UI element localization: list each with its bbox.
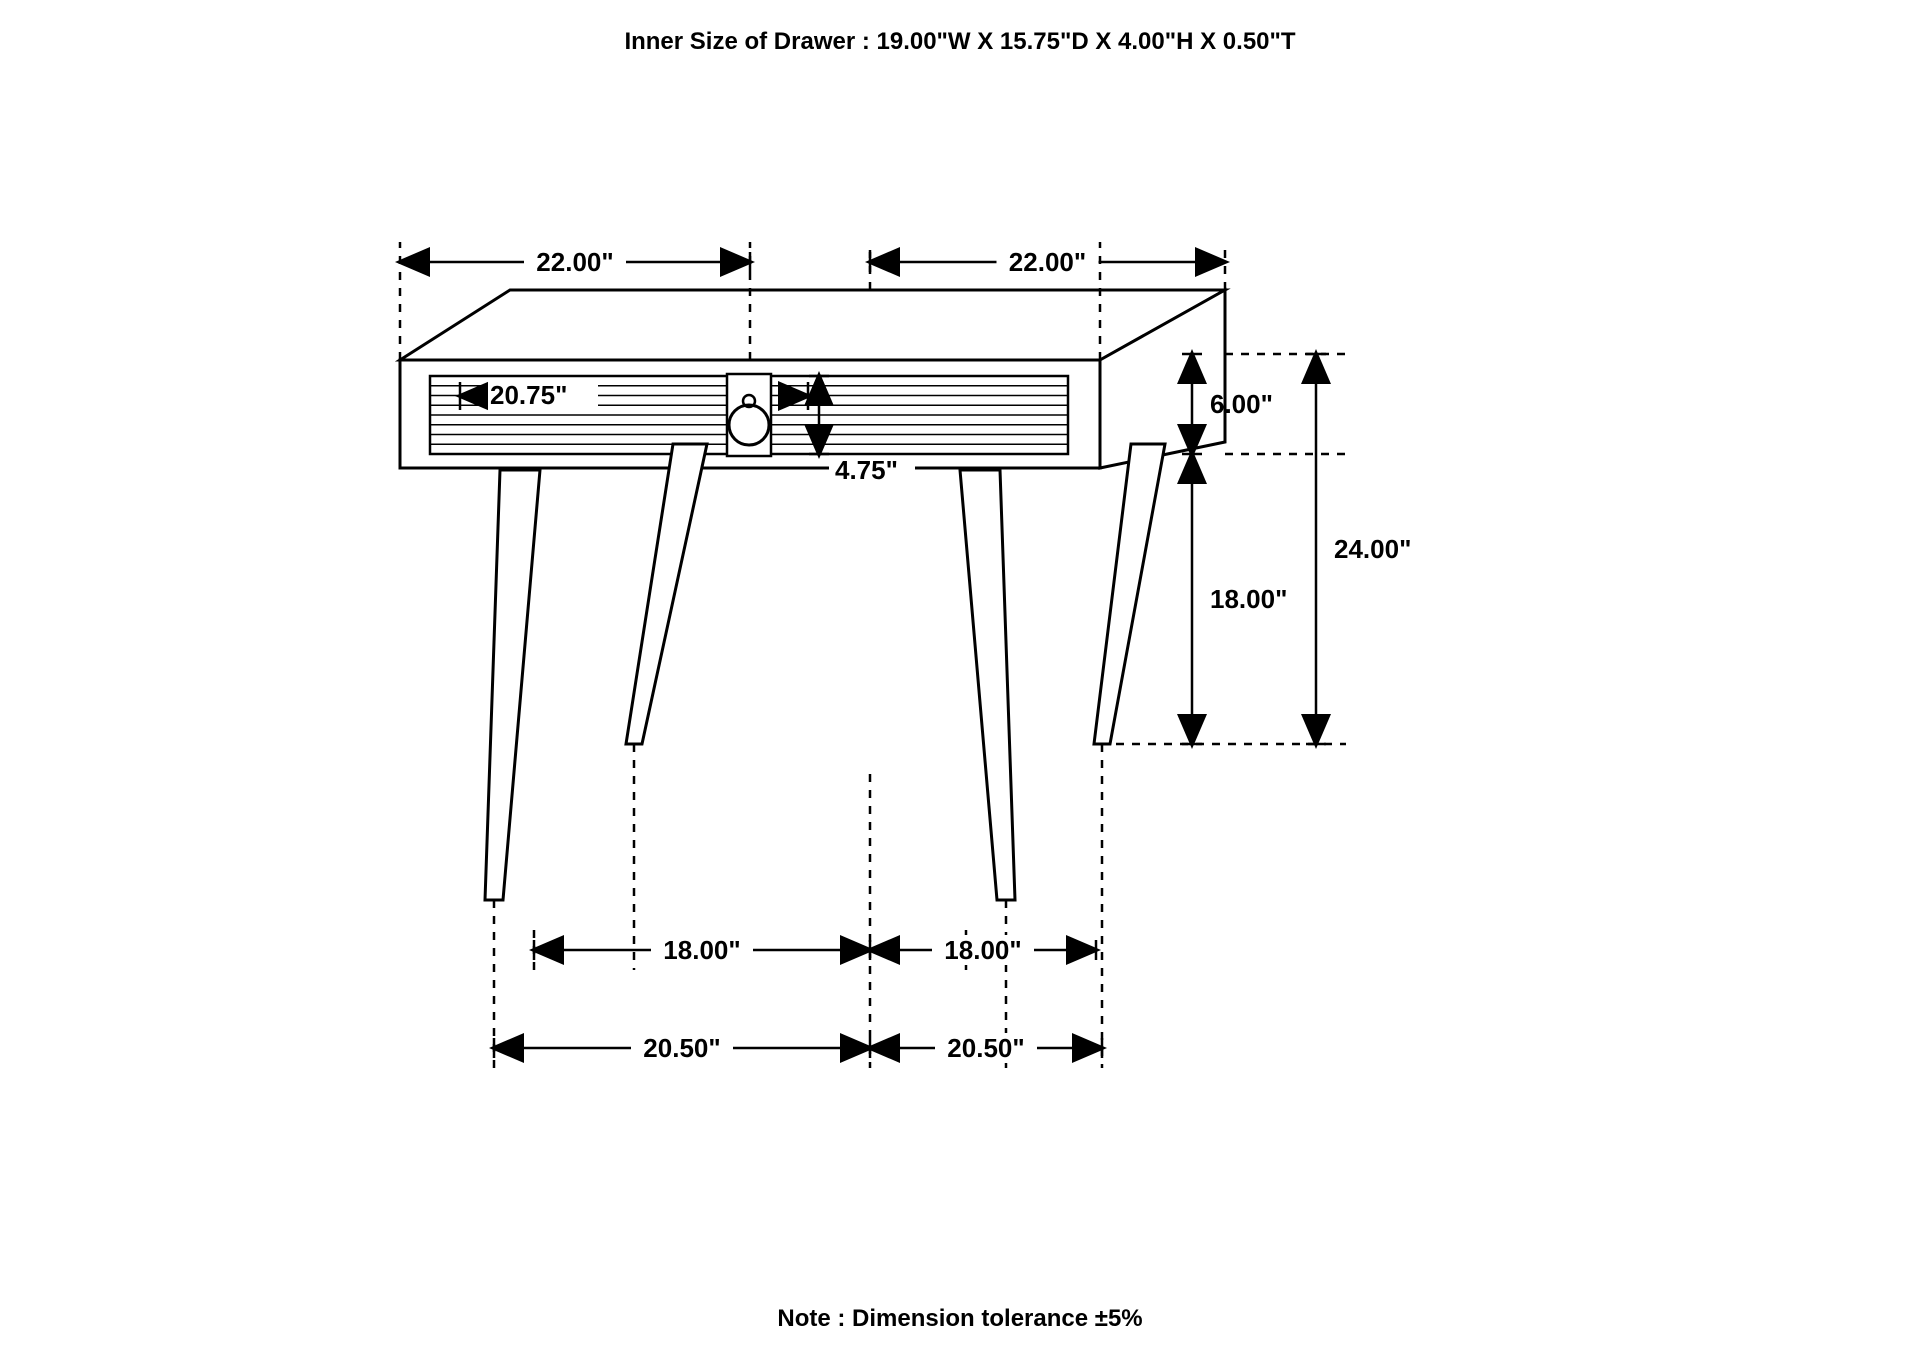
- svg-text:20.75": 20.75": [490, 380, 567, 410]
- svg-text:6.00": 6.00": [1210, 389, 1273, 419]
- technical-drawing: 22.00" 22.00" 20.75" 4.75" 6.00" 18.00" 24.00"…: [0, 0, 1920, 1361]
- svg-text:22.00": 22.00": [536, 247, 613, 277]
- svg-text:4.75": 4.75": [835, 455, 898, 485]
- svg-text:22.00": 22.00": [1009, 247, 1086, 277]
- svg-text:18.00": 18.00": [944, 935, 1021, 965]
- svg-text:24.00": 24.00": [1334, 534, 1411, 564]
- svg-text:20.50": 20.50": [947, 1033, 1024, 1063]
- svg-text:20.50": 20.50": [643, 1033, 720, 1063]
- svg-text:18.00": 18.00": [1210, 584, 1287, 614]
- svg-text:18.00": 18.00": [663, 935, 740, 965]
